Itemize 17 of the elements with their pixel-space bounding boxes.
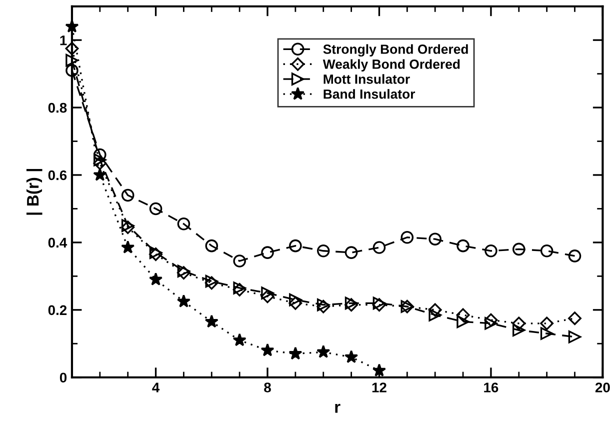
x-tick-label: 16 xyxy=(484,382,498,392)
legend-label: Weakly Bond Ordered xyxy=(322,59,460,72)
y-tick-label: 0.4 xyxy=(48,238,68,248)
x-tick-label: 12 xyxy=(372,382,386,392)
y-tick-label: 1 xyxy=(60,36,67,46)
x-tick-label: 4 xyxy=(152,382,160,392)
legend-label: Strongly Bond Ordered xyxy=(323,44,468,57)
legend-label: Mott Insulator xyxy=(324,74,410,84)
legend-label: Band Insulator xyxy=(324,89,416,99)
y-axis-title: | B(r) | xyxy=(26,169,42,215)
x-tick-label: 20 xyxy=(595,382,610,392)
x-axis-title: r xyxy=(335,404,340,413)
y-tick-label: 0.2 xyxy=(48,305,67,316)
y-tick-label: 0 xyxy=(60,372,67,383)
y-tick-label: 0.6 xyxy=(48,170,67,180)
y-tick-label: 0.8 xyxy=(48,102,67,113)
x-tick-label: 8 xyxy=(264,382,271,392)
